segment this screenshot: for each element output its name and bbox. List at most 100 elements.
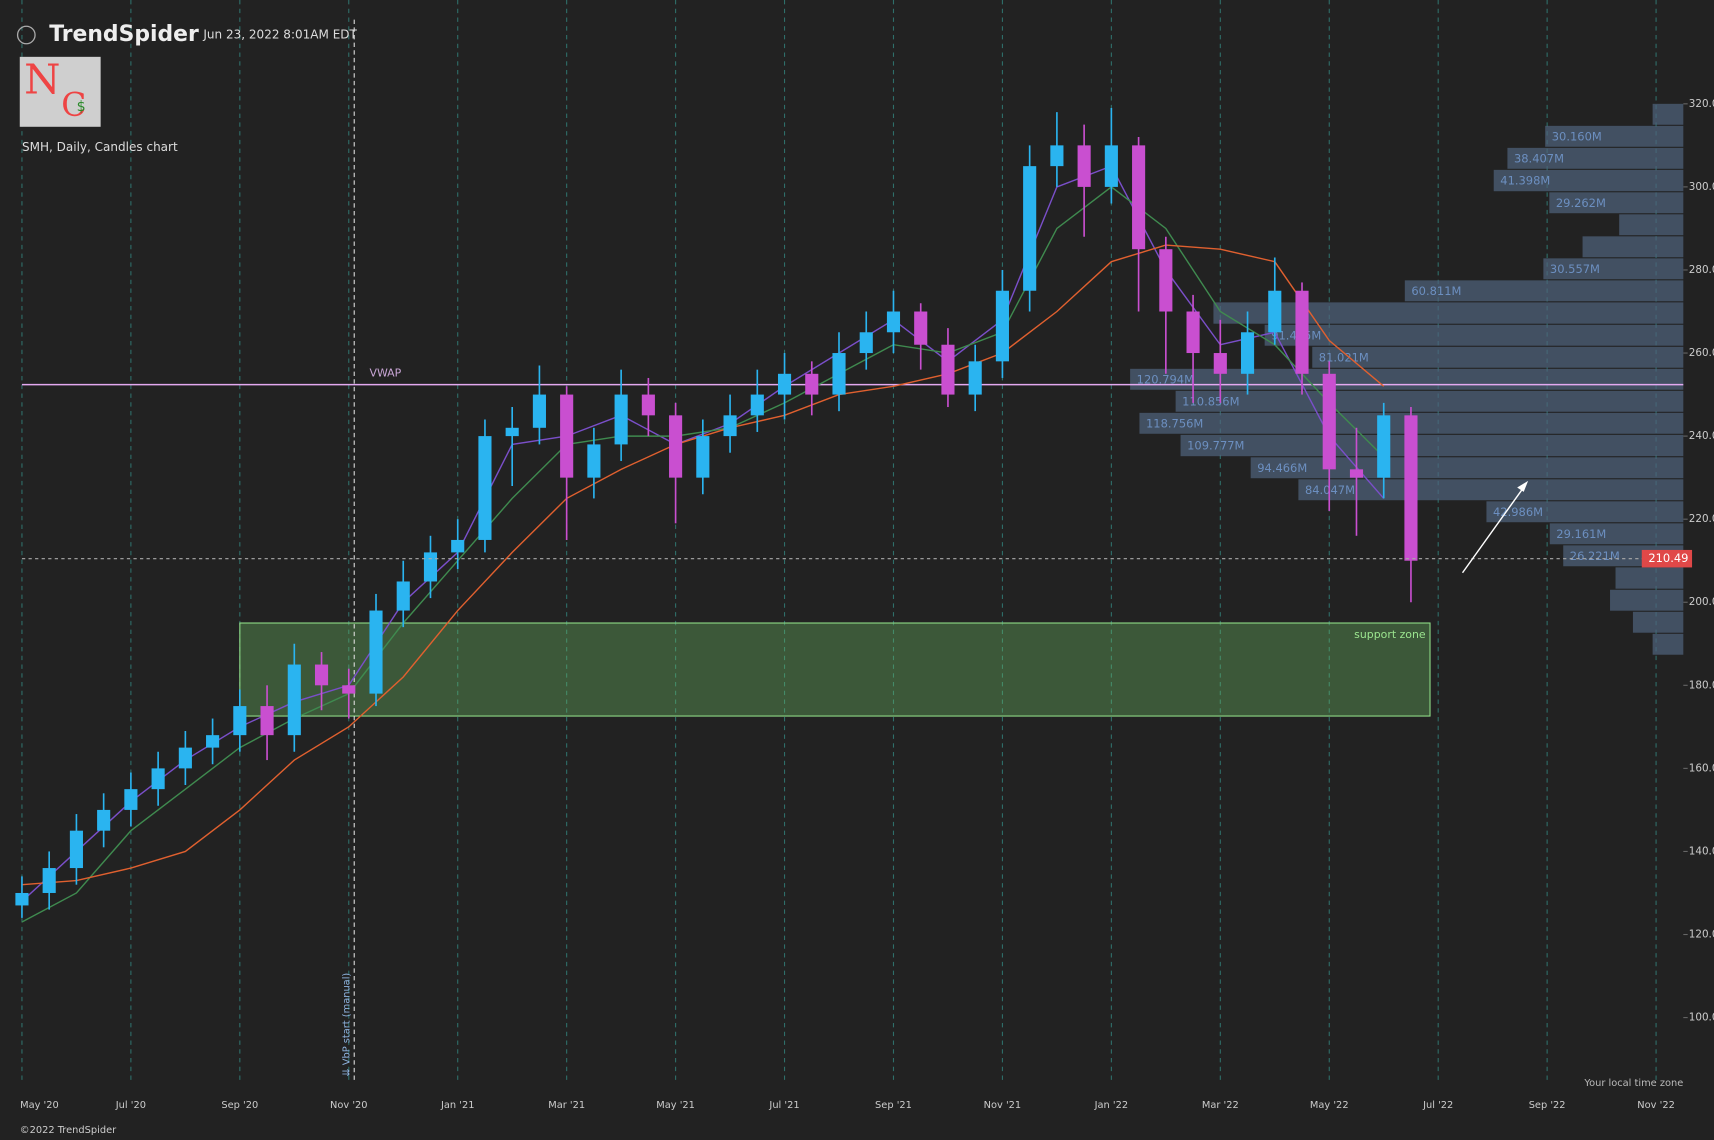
vbp-bar [1180, 434, 1684, 457]
candle-body [614, 394, 628, 445]
support-zone-label: support zone [1354, 628, 1426, 641]
candle-body [1295, 290, 1309, 374]
candle-body [42, 868, 56, 893]
vwap-label: VWAP [370, 367, 402, 380]
vbp-label: 26.221M [1570, 549, 1620, 563]
candle-body [723, 415, 737, 437]
vbp-bar [1175, 390, 1684, 412]
candle-body [859, 332, 873, 354]
candle-body [1322, 373, 1336, 470]
x-tick-label: Nov '22 [1637, 1100, 1675, 1111]
candle-body [151, 768, 165, 790]
vbp-bar [1545, 125, 1684, 147]
vbp-start-label: ⇊ VbP start (manual) [342, 973, 353, 1077]
vbp-label: 38.407M [1514, 151, 1564, 165]
candle-body [1268, 290, 1282, 333]
candle-body [342, 685, 356, 694]
logo [19, 56, 101, 127]
candle-body [478, 436, 492, 540]
vbp-bar [1130, 368, 1684, 390]
candle-body [15, 892, 29, 906]
y-tick-label: 100.00 [1689, 1012, 1714, 1024]
candle-body [124, 789, 138, 810]
x-tick-label: May '20 [20, 1100, 59, 1111]
y-tick-label: 160.00 [1689, 762, 1714, 774]
vbp-label: 60.811M [1411, 284, 1461, 298]
chart-title: SMH, Daily, Candles chart [22, 140, 178, 154]
candle-body [1377, 415, 1391, 478]
last-price-box [1641, 549, 1693, 568]
x-tick-label: Sep '20 [221, 1100, 258, 1111]
candle-body [69, 830, 83, 869]
copyright: ©2022 TrendSpider [20, 1125, 117, 1136]
candle-body [641, 394, 655, 416]
vbp-bar [1652, 103, 1684, 125]
vbp-bar [1298, 479, 1684, 501]
x-tick-label: Jul '20 [115, 1100, 146, 1111]
candle-body [941, 344, 955, 395]
logo-letter: C [61, 86, 86, 124]
vbp-bar [1615, 567, 1684, 589]
candle-body [1240, 332, 1255, 374]
vbp-label: 29.161M [1556, 527, 1606, 541]
x-tick-label: Mar '22 [1202, 1100, 1239, 1111]
candle-body [750, 394, 764, 416]
vbp-label: 29.262M [1556, 196, 1606, 210]
y-tick-label: 260.00 [1689, 347, 1714, 359]
candle-body [805, 373, 819, 395]
vbp-bar [1486, 501, 1684, 523]
logo-letter: N [24, 55, 60, 104]
vbp-bar [1549, 192, 1684, 214]
time-zone-note: Your local time zone [1583, 1078, 1683, 1089]
y-tick-label: 320.00 [1689, 98, 1714, 110]
vbp-bar [1610, 589, 1684, 611]
candle-body [1349, 469, 1364, 478]
y-tick-label: 240.00 [1689, 430, 1714, 442]
x-tick-label: Jul '21 [768, 1100, 799, 1111]
candle-body [1213, 353, 1227, 374]
candle-body [369, 610, 383, 694]
vbp-bar [1549, 523, 1684, 545]
timestamp: Jun 23, 2022 8:01AM EDT [202, 27, 357, 41]
y-tick-label: 220.00 [1689, 513, 1714, 525]
candle-body [1132, 145, 1146, 250]
vbp-bar [1632, 611, 1684, 633]
candle-body [314, 664, 329, 686]
candle-body [1023, 166, 1037, 291]
vbp-bar [1264, 324, 1684, 346]
arrow-head [1517, 480, 1529, 492]
candle-body [886, 311, 901, 333]
vbp-bar [1404, 280, 1684, 302]
arrow [1461, 483, 1527, 574]
candle-body [560, 394, 574, 478]
vbp-label: 118.756M [1146, 416, 1203, 430]
candle-body [1159, 249, 1173, 312]
candle-body [396, 581, 410, 611]
candle-body [968, 361, 982, 395]
vbp-bar [1619, 214, 1684, 236]
x-tick-label: Jan '21 [440, 1100, 474, 1111]
candle-body [451, 539, 465, 553]
candle-body [832, 353, 846, 395]
vbp-label: 81.021M [1319, 350, 1369, 364]
candle-body [587, 444, 601, 478]
candle-body [260, 706, 274, 736]
candle-body [1050, 145, 1064, 167]
vbp-label: 109.777M [1187, 439, 1244, 453]
x-tick-label: Mar '21 [548, 1100, 585, 1111]
candle-body [1404, 415, 1418, 561]
candle-body [696, 436, 710, 478]
vbp-label: 30.557M [1550, 262, 1600, 276]
y-tick-label: 280.00 [1689, 264, 1714, 276]
candle-body [1186, 311, 1200, 354]
last-price-label: 210.49 [1648, 551, 1688, 565]
vbp-bar [1213, 302, 1684, 324]
support-zone [239, 622, 1431, 717]
candle-body [97, 809, 111, 831]
x-tick-label: Sep '21 [875, 1100, 912, 1111]
x-tick-label: Jul '22 [1422, 1100, 1453, 1111]
candle-body [777, 373, 792, 395]
candle-body [233, 706, 247, 736]
vbp-label: 42.986M [1493, 505, 1543, 519]
